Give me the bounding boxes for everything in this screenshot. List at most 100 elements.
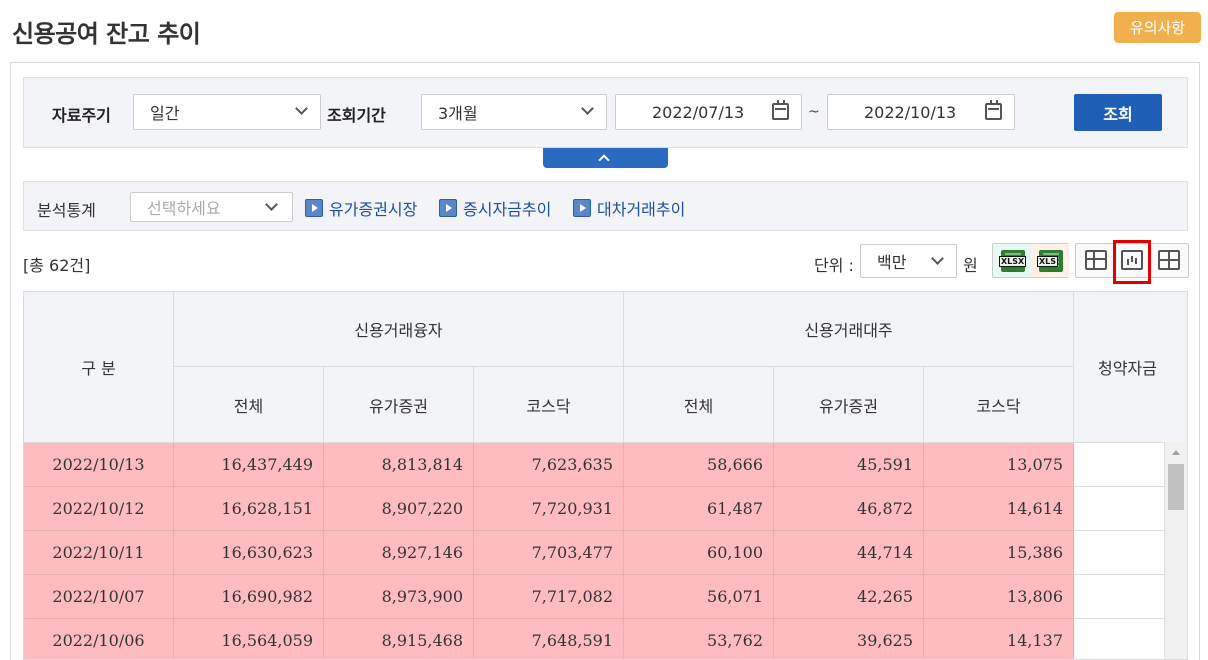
unit-select[interactable]: 백만 [860, 244, 957, 278]
table-view-icon[interactable] [1158, 250, 1180, 270]
query-button[interactable]: 조회 [1074, 94, 1162, 131]
grid-view-icon[interactable] [1085, 250, 1107, 270]
row-value-cell: 7,703,477 [474, 531, 624, 575]
chevron-down-icon [581, 102, 594, 115]
row-value-cell: 8,927,146 [324, 531, 474, 575]
row-value-cell: 60,100 [624, 531, 774, 575]
row-value-cell: 44,714 [774, 531, 924, 575]
chevron-up-icon [598, 154, 610, 166]
row-value-cell: 45,591 [774, 443, 924, 487]
row-value-cell: 7,623,635 [474, 443, 624, 487]
chevron-down-icon [295, 102, 308, 115]
row-value-cell: 46,872 [774, 487, 924, 531]
row-date-cell: 2022/10/11 [24, 531, 174, 575]
date-to-input[interactable]: 2022/10/13 [827, 94, 1015, 130]
row-value-cell: 7,720,931 [474, 487, 624, 531]
row-subscription-cell [1074, 619, 1165, 659]
chart-view-icon[interactable] [1121, 250, 1143, 270]
header-sub: 유가증권 [324, 367, 474, 443]
scroll-up-icon[interactable] [1172, 450, 1180, 455]
chevron-down-icon [265, 198, 278, 211]
date-from-input[interactable]: 2022/07/13 [615, 94, 802, 130]
row-value-cell: 13,806 [924, 575, 1074, 619]
view-toggle-group [1075, 243, 1189, 278]
chart-view-highlight [1113, 240, 1151, 284]
table-row[interactable]: 2022/10/12 16,628,151 8,907,220 7,720,931 61… [24, 487, 1187, 531]
content-panel [10, 62, 1200, 660]
row-subscription-cell [1074, 531, 1165, 575]
period-select[interactable]: 일간 [133, 94, 321, 130]
row-subscription-cell [1074, 487, 1165, 531]
header-sub: 유가증권 [774, 367, 924, 443]
collapse-search-button[interactable] [543, 148, 668, 168]
link-market-funds[interactable]: 증시자금추이 [439, 196, 551, 220]
row-value-cell: 16,437,449 [174, 443, 324, 487]
range-select[interactable]: 3개월 [421, 94, 607, 130]
link-label: 증시자금추이 [463, 200, 552, 219]
play-icon [305, 199, 323, 217]
row-value-cell: 16,564,059 [174, 619, 324, 659]
calendar-icon[interactable] [985, 100, 1002, 120]
row-value-cell: 39,625 [774, 619, 924, 659]
row-subscription-cell [1074, 575, 1165, 619]
calendar-icon[interactable] [772, 100, 789, 120]
range-label: 조회기간 [327, 106, 386, 125]
row-value-cell: 8,973,900 [324, 575, 474, 619]
export-buttons: XLSX XLS [992, 243, 1069, 278]
header-subscription: 청약자금 [1074, 292, 1187, 443]
row-date-cell: 2022/10/13 [24, 443, 174, 487]
vertical-scrollbar[interactable] [1165, 442, 1187, 659]
data-table: 구 분 신용거래융자 신용거래대주 청약자금 전체 유가증권 코스닥 전체 유가… [23, 291, 1188, 660]
analysis-label: 분석통계 [37, 201, 96, 220]
date-from-value: 2022/07/13 [652, 102, 745, 122]
unit-select-value: 백만 [877, 253, 907, 272]
row-value-cell: 7,648,591 [474, 619, 624, 659]
result-count: [총 62건] [23, 256, 91, 275]
row-date-cell: 2022/10/12 [24, 487, 174, 531]
header-sub: 전체 [174, 367, 324, 443]
table-row[interactable]: 2022/10/07 16,690,982 8,973,900 7,717,082 56… [24, 575, 1187, 619]
period-label: 자료주기 [52, 106, 111, 125]
play-icon [573, 199, 591, 217]
row-value-cell: 8,907,220 [324, 487, 474, 531]
link-securities-market[interactable]: 유가증권시장 [305, 196, 417, 220]
row-value-cell: 53,762 [624, 619, 774, 659]
header-category: 구 분 [24, 292, 174, 443]
table-row[interactable]: 2022/10/11 16,630,623 8,927,146 7,703,477 60… [24, 531, 1187, 575]
row-value-cell: 61,487 [624, 487, 774, 531]
link-lending-trend[interactable]: 대차거래추이 [573, 196, 685, 220]
row-date-cell: 2022/10/07 [24, 575, 174, 619]
row-value-cell: 8,915,468 [324, 619, 474, 659]
row-value-cell: 14,137 [924, 619, 1074, 659]
row-value-cell: 14,614 [924, 487, 1074, 531]
header-credit-lending: 신용거래대주 [624, 292, 1074, 367]
row-value-cell: 56,071 [624, 575, 774, 619]
header-sub: 코스닥 [474, 367, 624, 443]
link-label: 대차거래추이 [597, 200, 686, 219]
xlsx-download-icon[interactable]: XLSX [999, 250, 1027, 272]
analysis-select-placeholder: 선택하세요 [147, 199, 221, 218]
row-value-cell: 58,666 [624, 443, 774, 487]
header-sub: 전체 [624, 367, 774, 443]
header-credit-loan: 신용거래융자 [174, 292, 624, 367]
row-value-cell: 13,075 [924, 443, 1074, 487]
notice-button[interactable]: 유의사항 [1114, 12, 1201, 43]
row-value-cell: 42,265 [774, 575, 924, 619]
table-row[interactable]: 2022/10/13 16,437,449 8,813,814 7,623,635 58… [24, 443, 1187, 487]
row-value-cell: 16,628,151 [174, 487, 324, 531]
link-label: 유가증권시장 [329, 200, 418, 219]
scroll-thumb[interactable] [1168, 464, 1184, 510]
play-icon [439, 199, 457, 217]
row-value-cell: 7,717,082 [474, 575, 624, 619]
range-select-value: 3개월 [438, 104, 478, 123]
analysis-select[interactable]: 선택하세요 [130, 192, 293, 222]
row-date-cell: 2022/10/06 [24, 619, 174, 659]
row-subscription-cell [1074, 443, 1165, 487]
period-select-value: 일간 [150, 104, 180, 123]
row-value-cell: 16,690,982 [174, 575, 324, 619]
header-sub: 코스닥 [924, 367, 1074, 443]
row-value-cell: 15,386 [924, 531, 1074, 575]
date-to-value: 2022/10/13 [864, 102, 957, 122]
xls-download-icon[interactable]: XLS [1037, 250, 1063, 272]
table-row[interactable]: 2022/10/06 16,564,059 8,915,468 7,648,591 53… [24, 619, 1187, 659]
